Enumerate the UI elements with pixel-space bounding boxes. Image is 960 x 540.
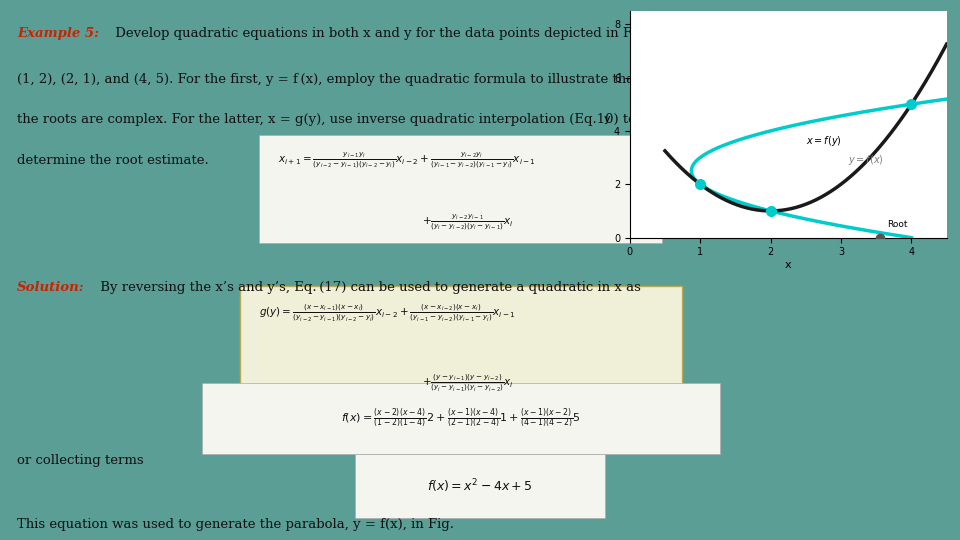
FancyBboxPatch shape	[259, 135, 662, 243]
Text: This equation was used to generate the parabola, y = f(x), in Fig.: This equation was used to generate the p…	[17, 518, 454, 531]
Text: or collecting terms: or collecting terms	[17, 454, 144, 467]
Text: Solution:: Solution:	[17, 281, 84, 294]
FancyBboxPatch shape	[240, 286, 682, 400]
Text: the roots are complex. For the latter, x = g(y), use inverse quadratic interpola: the roots are complex. For the latter, x…	[17, 113, 636, 126]
Text: Root: Root	[887, 220, 908, 229]
Text: $y = f(x)$: $y = f(x)$	[848, 153, 884, 167]
Text: determine the root estimate.: determine the root estimate.	[17, 154, 209, 167]
FancyBboxPatch shape	[355, 454, 605, 518]
Text: $+\frac{(y-y_{i-1})(y-y_{i-2})}{(y_i-y_{i-1})(y_i-y_{i-2})}x_i$: $+\frac{(y-y_{i-1})(y-y_{i-2})}{(y_i-y_{…	[422, 373, 515, 394]
X-axis label: x: x	[785, 260, 791, 270]
Text: $g(y) = \frac{(x-x_{i-1})(x-x_i)}{(y_{i-2}-y_{i-1})(y_{i-2}-y_i)}x_{i-2} + \frac: $g(y) = \frac{(x-x_{i-1})(x-x_i)}{(y_{i-…	[259, 302, 516, 324]
Text: $x = f(y)$: $x = f(y)$	[805, 134, 842, 148]
Text: $x_{i+1} = \frac{y_{i-1}y_i}{(y_{i-2}-y_{i-1})(y_{i-2}-y_i)}x_{i-2} + \frac{y_{i: $x_{i+1} = \frac{y_{i-1}y_i}{(y_{i-2}-y_…	[278, 151, 537, 171]
Text: $f(x) = x^2 - 4x + 5$: $f(x) = x^2 - 4x + 5$	[427, 477, 533, 495]
Y-axis label: y: y	[604, 114, 611, 124]
Text: $+\frac{y_{i-2}y_{i-1}}{(y_i - y_{i-2})(y_i - y_{i-1})}x_i$: $+\frac{y_{i-2}y_{i-1}}{(y_i - y_{i-2})(…	[422, 213, 515, 233]
Text: (1, 2), (2, 1), and (4, 5). For the first, y = f (x), employ the quadratic formu: (1, 2), (2, 1), and (4, 5). For the firs…	[17, 73, 639, 86]
Text: $f(x) = \frac{(x-2)(x-4)}{(1-2)(1-4)}2 + \frac{(x-1)(x-4)}{(2-1)(2-4)}1 + \frac{: $f(x) = \frac{(x-2)(x-4)}{(1-2)(1-4)}2 +…	[341, 407, 581, 430]
Text: Develop quadratic equations in both x and y for the data points depicted in Fig.: Develop quadratic equations in both x an…	[111, 27, 658, 40]
Text: By reversing the x’s and y’s, Eq. (17) can be used to generate a quadratic in x : By reversing the x’s and y’s, Eq. (17) c…	[96, 281, 641, 294]
Text: Example 5:: Example 5:	[17, 27, 99, 40]
FancyBboxPatch shape	[202, 383, 720, 454]
